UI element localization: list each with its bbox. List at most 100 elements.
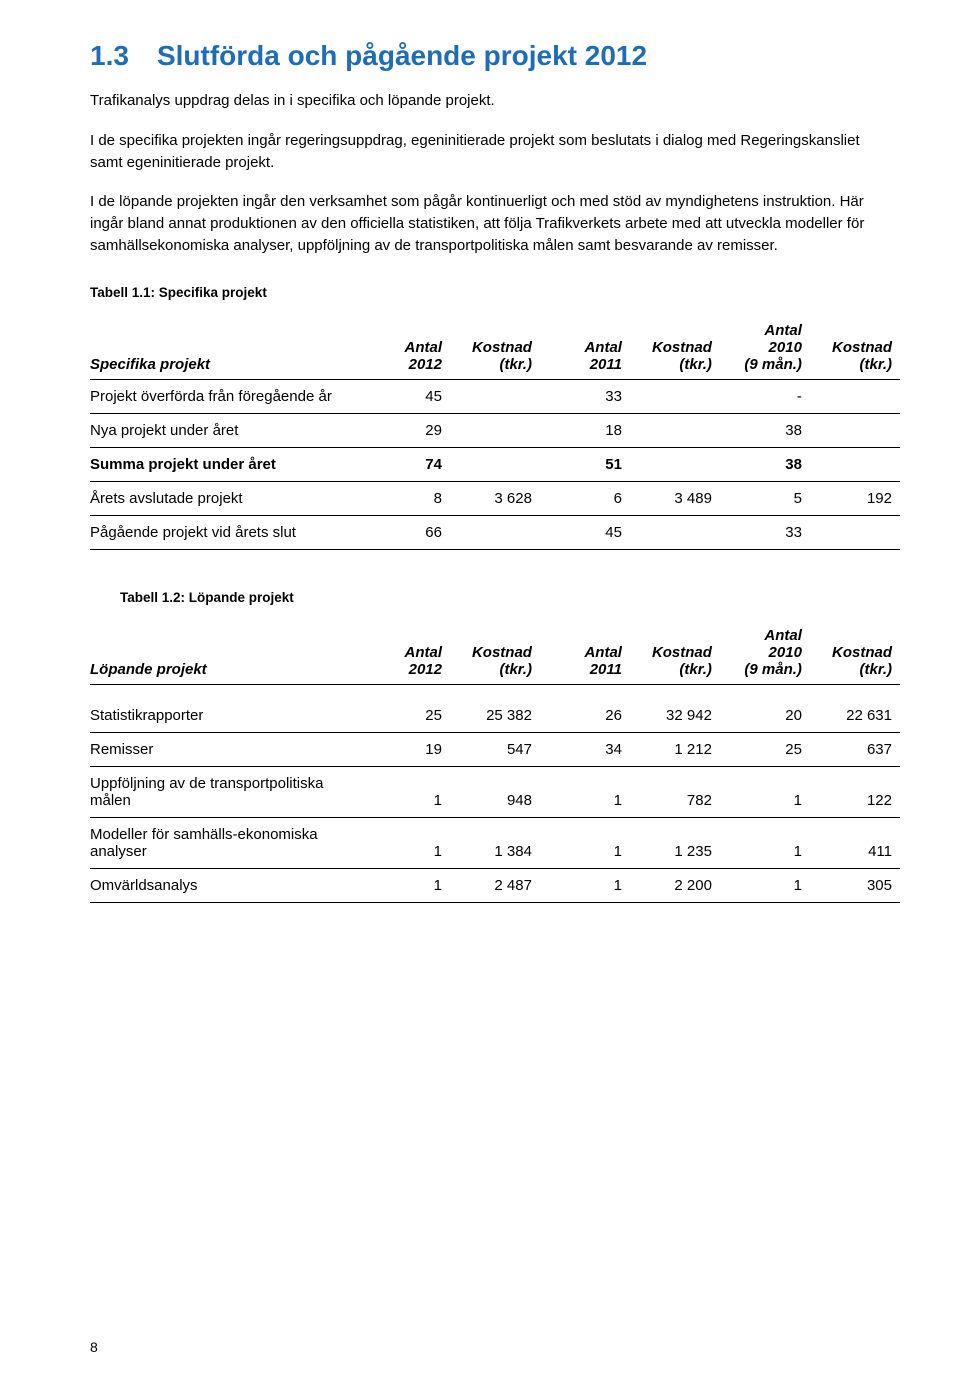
table-cell: 411 (810, 817, 900, 868)
table-cell: 20 (720, 699, 810, 733)
paragraph: I de specifika projekten ingår regerings… (90, 130, 870, 174)
table-cell: Summa projekt under året (90, 447, 360, 481)
page: 1.3 Slutförda och pågående projekt 2012 T… (0, 0, 960, 1385)
table-row: Pågående projekt vid årets slut66 45 33 (90, 515, 900, 549)
col-header: Kostnad(tkr.) (630, 318, 720, 380)
table-cell: 34 (540, 732, 630, 766)
col-header: Kostnad(tkr.) (450, 623, 540, 685)
col-header: Kostnad(tkr.) (810, 318, 900, 380)
section-number: 1.3 (90, 40, 129, 72)
table-cell: 19 (360, 732, 450, 766)
table-cell: Statistikrapporter (90, 699, 360, 733)
col-header: Antal2011 (540, 623, 630, 685)
table-row: Projekt överförda från föregående år45 33… (90, 379, 900, 413)
table-cell: 66 (360, 515, 450, 549)
table-cell: 637 (810, 732, 900, 766)
table-cell: 1 (720, 817, 810, 868)
table-cell: 45 (540, 515, 630, 549)
col-header: Antal2012 (360, 318, 450, 380)
table-cell (450, 447, 540, 481)
paragraph: Trafikanalys uppdrag delas in i specifik… (90, 90, 870, 112)
table-cell: 26 (540, 699, 630, 733)
col-header: Specifika projekt (90, 318, 360, 380)
table-row: Årets avslutade projekt83 62863 4895192 (90, 481, 900, 515)
table-cell: Omvärldsanalys (90, 868, 360, 902)
table-cell: Modeller för samhälls-ekonomiska analyse… (90, 817, 360, 868)
table-cell: 18 (540, 413, 630, 447)
table-cell: 45 (360, 379, 450, 413)
table-caption: Tabell 1.2: Löpande projekt (120, 590, 900, 605)
table-row: Modeller för samhälls-ekonomiska analyse… (90, 817, 900, 868)
table-body: Projekt överförda från föregående år4533… (90, 379, 900, 549)
col-header: Antal2011 (540, 318, 630, 380)
table-cell: Remisser (90, 732, 360, 766)
table-cell: 782 (630, 766, 720, 817)
table-cell: 1 (720, 868, 810, 902)
table-cell: 25 (720, 732, 810, 766)
table-cell: Årets avslutade projekt (90, 481, 360, 515)
table-cell (630, 413, 720, 447)
table-cell: 1 (360, 766, 450, 817)
table-cell: Uppföljning av de transportpolitiska mål… (90, 766, 360, 817)
table-cell (810, 447, 900, 481)
table-row: Nya projekt under året29 18 38 (90, 413, 900, 447)
table-cell: 1 (360, 817, 450, 868)
table-cell (450, 515, 540, 549)
col-header: Antal2010(9 mån.) (720, 623, 810, 685)
table-caption: Tabell 1.1: Specifika projekt (90, 285, 900, 300)
table-spacer (90, 684, 900, 699)
table-cell (630, 379, 720, 413)
lopande-projekt-table: Löpande projekt Antal2012 Kostnad(tkr.) … (90, 623, 900, 903)
table-cell: - (720, 379, 810, 413)
table-cell: Projekt överförda från föregående år (90, 379, 360, 413)
table-cell: 1 (360, 868, 450, 902)
table-cell: 192 (810, 481, 900, 515)
table-cell: 22 631 (810, 699, 900, 733)
table-cell (630, 515, 720, 549)
table-cell: 74 (360, 447, 450, 481)
table-cell: 1 (540, 868, 630, 902)
table-row: Summa projekt under året74 51 38 (90, 447, 900, 481)
table-row: Statistikrapporter2525 3822632 9422022 6… (90, 699, 900, 733)
table-cell: 1 (540, 817, 630, 868)
table-cell: 6 (540, 481, 630, 515)
table-row: Remisser19547341 21225637 (90, 732, 900, 766)
paragraph: I de löpande projekten ingår den verksam… (90, 191, 870, 256)
col-header: Antal2012 (360, 623, 450, 685)
table-cell (810, 515, 900, 549)
table-cell: 1 235 (630, 817, 720, 868)
table-cell: 948 (450, 766, 540, 817)
table-cell: 2 200 (630, 868, 720, 902)
section-heading: 1.3 Slutförda och pågående projekt 2012 (90, 40, 900, 72)
col-header: Kostnad(tkr.) (630, 623, 720, 685)
table-cell: 3 628 (450, 481, 540, 515)
specifika-projekt-table: Specifika projekt Antal2012 Kostnad(tkr.… (90, 318, 900, 550)
table-cell: Pågående projekt vid årets slut (90, 515, 360, 549)
table-cell: 8 (360, 481, 450, 515)
table-cell: 1 (720, 766, 810, 817)
table-cell: 547 (450, 732, 540, 766)
table-cell: 38 (720, 447, 810, 481)
table-header-row: Specifika projekt Antal2012 Kostnad(tkr.… (90, 318, 900, 380)
col-header: Löpande projekt (90, 623, 360, 685)
table-cell: 25 (360, 699, 450, 733)
table-cell: 32 942 (630, 699, 720, 733)
table-header-row: Löpande projekt Antal2012 Kostnad(tkr.) … (90, 623, 900, 685)
section-title: Slutförda och pågående projekt 2012 (157, 40, 647, 71)
table-row: Omvärldsanalys12 48712 2001305 (90, 868, 900, 902)
table-cell (810, 379, 900, 413)
table-cell: 33 (720, 515, 810, 549)
table-cell: 3 489 (630, 481, 720, 515)
table-cell: 5 (720, 481, 810, 515)
table-cell (810, 413, 900, 447)
table-cell: 51 (540, 447, 630, 481)
table-cell: 1 212 (630, 732, 720, 766)
table-cell: Nya projekt under året (90, 413, 360, 447)
table-cell (450, 413, 540, 447)
table-cell: 33 (540, 379, 630, 413)
table-cell (450, 379, 540, 413)
table-cell: 38 (720, 413, 810, 447)
table-cell: 29 (360, 413, 450, 447)
table-cell: 25 382 (450, 699, 540, 733)
table-cell (630, 447, 720, 481)
